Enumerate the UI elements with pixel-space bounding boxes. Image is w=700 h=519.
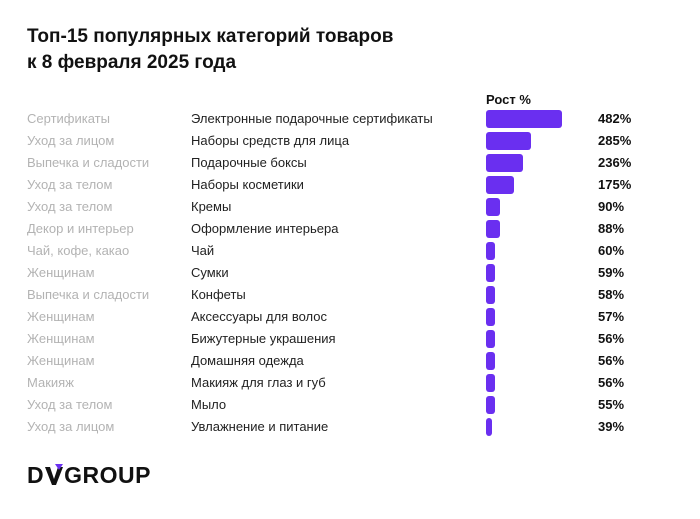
chart-row: Декор и интерьер Оформление интерьера 88% (0, 218, 700, 240)
row-category: Выпечка и сладости (27, 287, 150, 302)
row-category: Макияж (27, 375, 74, 390)
growth-bar (486, 176, 514, 194)
growth-value-label: 59% (598, 265, 625, 280)
chart-row: Выпечка и сладости Конфеты 58% (0, 284, 700, 306)
row-subcategory: Кремы (191, 199, 232, 214)
row-category: Женщинам (27, 353, 95, 368)
growth-value-label: 56% (598, 331, 625, 346)
growth-bar (486, 308, 495, 326)
chart-row: Уход за телом Кремы 90% (0, 196, 700, 218)
growth-value-label: 56% (598, 353, 625, 368)
growth-bar (486, 286, 495, 304)
column-header-growth: Рост % (486, 92, 531, 107)
logo-text-part-2: GROUP (64, 461, 151, 488)
growth-value-label: 56% (598, 375, 625, 390)
row-category: Уход за лицом (27, 419, 115, 434)
row-subcategory: Конфеты (191, 287, 246, 302)
row-subcategory: Наборы средств для лица (191, 133, 350, 148)
chart-title-line-1: Топ-15 популярных категорий товаров (27, 26, 394, 47)
row-subcategory: Макияж для глаз и губ (191, 375, 326, 390)
growth-value-label: 285% (598, 133, 632, 148)
row-category: Женщинам (27, 331, 95, 346)
row-category: Уход за телом (27, 397, 113, 412)
growth-bar (486, 220, 500, 238)
growth-bar (486, 396, 495, 414)
chart-row: Женщинам Аксессуары для волос 57% (0, 306, 700, 328)
logo-text-part-1: D (27, 461, 45, 488)
row-subcategory: Сумки (191, 265, 229, 280)
chart-row: Уход за лицом Увлажнение и питание 39% (0, 416, 700, 438)
growth-value-label: 58% (598, 287, 625, 302)
chart-row: Макияж Макияж для глаз и губ 56% (0, 372, 700, 394)
chart-title-line-2: к 8 февраля 2025 года (27, 52, 237, 73)
growth-bar (486, 330, 495, 348)
growth-bar (486, 374, 495, 392)
row-subcategory: Наборы косметики (191, 177, 304, 192)
row-subcategory: Увлажнение и питание (191, 419, 329, 434)
logo-v-mark-icon (45, 464, 64, 485)
row-subcategory: Мыло (191, 397, 227, 412)
growth-value-label: 55% (598, 397, 625, 412)
row-subcategory: Бижутерные украшения (191, 331, 336, 346)
company-logo: D GROUP (27, 462, 151, 488)
chart-row: Женщинам Бижутерные украшения 56% (0, 328, 700, 350)
growth-bar (486, 418, 492, 436)
growth-value-label: 57% (598, 309, 625, 324)
growth-value-label: 90% (598, 199, 625, 214)
row-subcategory: Аксессуары для волос (191, 309, 327, 324)
growth-bar (486, 198, 500, 216)
row-subcategory: Домашняя одежда (191, 353, 304, 368)
growth-bar (486, 352, 495, 370)
growth-bar (486, 154, 523, 172)
chart-row: Уход за телом Мыло 55% (0, 394, 700, 416)
row-category: Сертификаты (27, 111, 110, 126)
row-category: Уход за лицом (27, 133, 115, 148)
growth-value-label: 88% (598, 221, 625, 236)
chart-row: Чай, кофе, какао Чай 60% (0, 240, 700, 262)
chart-row: Женщинам Сумки 59% (0, 262, 700, 284)
chart-row: Сертификаты Электронные подарочные сертиф… (0, 108, 700, 130)
growth-value-label: 236% (598, 155, 632, 170)
chart-row: Выпечка и сладости Подарочные боксы 236% (0, 152, 700, 174)
growth-bar (486, 110, 562, 128)
chart-row: Уход за телом Наборы косметики 175% (0, 174, 700, 196)
chart-title: Топ-15 популярных категорий товаров к 8 … (27, 24, 547, 76)
row-category: Декор и интерьер (27, 221, 134, 236)
row-category: Чай, кофе, какао (27, 243, 130, 258)
growth-value-label: 175% (598, 177, 632, 192)
row-category: Уход за телом (27, 199, 113, 214)
row-category: Женщинам (27, 265, 95, 280)
growth-bar (486, 132, 531, 150)
growth-value-label: 60% (598, 243, 625, 258)
row-category: Уход за телом (27, 177, 113, 192)
row-category: Выпечка и сладости (27, 155, 150, 170)
row-subcategory: Чай (191, 243, 215, 258)
row-subcategory: Подарочные боксы (191, 155, 307, 170)
row-subcategory: Электронные подарочные сертификаты (191, 111, 433, 126)
growth-value-label: 482% (598, 111, 632, 126)
growth-value-label: 39% (598, 419, 625, 434)
chart-row: Женщинам Домашняя одежда 56% (0, 350, 700, 372)
chart-row: Уход за лицом Наборы средств для лица 285% (0, 130, 700, 152)
row-category: Женщинам (27, 309, 95, 324)
row-subcategory: Оформление интерьера (191, 221, 339, 236)
growth-bar (486, 264, 495, 282)
growth-bar (486, 242, 495, 260)
